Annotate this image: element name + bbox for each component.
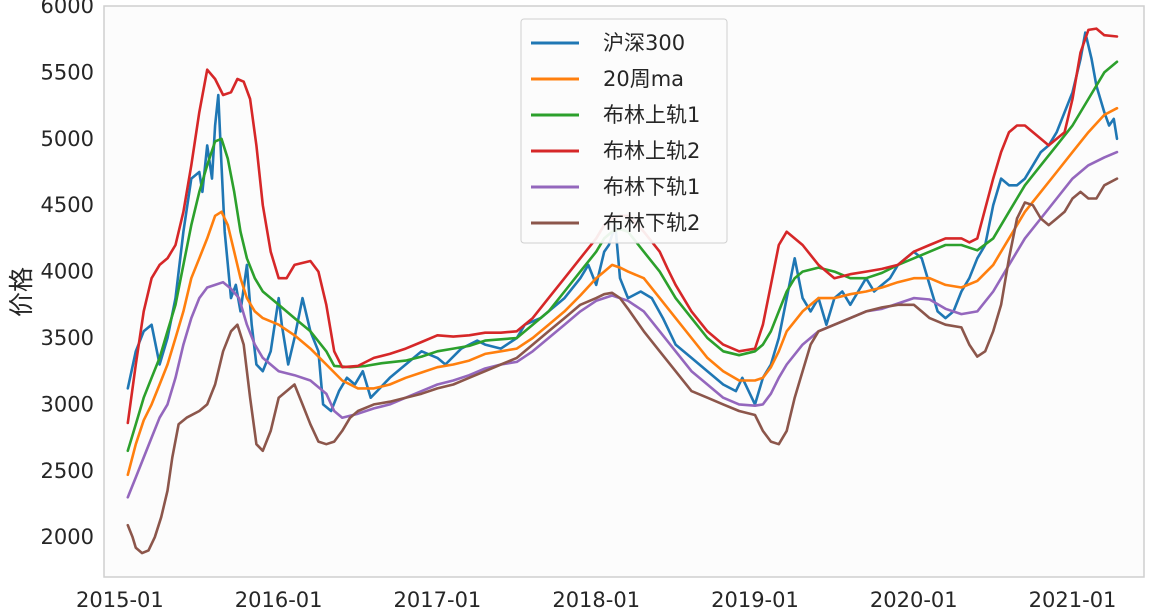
x-tick-label: 2017-01: [394, 588, 482, 612]
y-tick-label: 5000: [41, 127, 94, 151]
x-tick-label: 2018-01: [552, 588, 640, 612]
legend-label-2: 20周ma: [603, 67, 684, 91]
y-tick-label: 3000: [41, 392, 94, 416]
x-tick-label: 2020-01: [870, 588, 958, 612]
legend-label-1: 沪深300: [603, 31, 685, 55]
y-tick-label: 2000: [41, 525, 94, 549]
x-tick-label: 2015-01: [76, 588, 164, 612]
x-tick-label: 2016-01: [235, 588, 323, 612]
y-tick-label: 6000: [41, 0, 94, 18]
y-tick-label: 4500: [41, 193, 94, 217]
x-tick-label: 2019-01: [711, 588, 799, 612]
series-line-2: [126, 106, 1119, 477]
series-line-1: [126, 31, 1119, 413]
y-axis: 2000 2500 3000 3500 4000 4500 5000 5500 6000: [41, 0, 94, 549]
x-axis: 2015-01 2016-01 2017-01 2018-01 2019-01 2020-…: [76, 588, 1116, 612]
series-layer: [126, 27, 1119, 555]
y-tick-label: 2500: [41, 459, 94, 483]
y-axis-label: 价格: [7, 267, 36, 317]
series-line-3: [126, 60, 1119, 453]
series-line-5: [126, 150, 1119, 499]
y-tick-label: 4000: [41, 260, 94, 284]
legend-label-4: 布林上轨2: [603, 139, 700, 163]
legend-label-5: 布林下轨1: [603, 175, 700, 199]
legend: 沪深300 20周ma 布林上轨1 布林上轨2 布林下轨1 布林下轨2: [520, 18, 728, 244]
y-tick-label: 3500: [41, 326, 94, 350]
legend-label-3: 布林上轨1: [603, 103, 700, 127]
legend-label-6: 布林下轨2: [603, 211, 700, 235]
y-tick-label: 5500: [41, 60, 94, 84]
x-tick-label: 2021-01: [1029, 588, 1117, 612]
series-line-6: [126, 177, 1119, 555]
